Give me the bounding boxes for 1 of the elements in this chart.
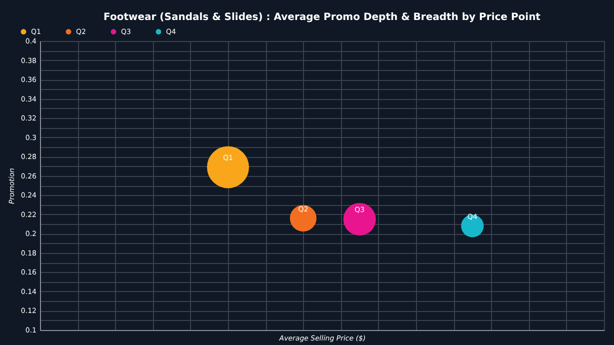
chart-title: Footwear (Sandals & Slides) : Average Promo Depth & Breadth by Price Point (104, 12, 541, 23)
